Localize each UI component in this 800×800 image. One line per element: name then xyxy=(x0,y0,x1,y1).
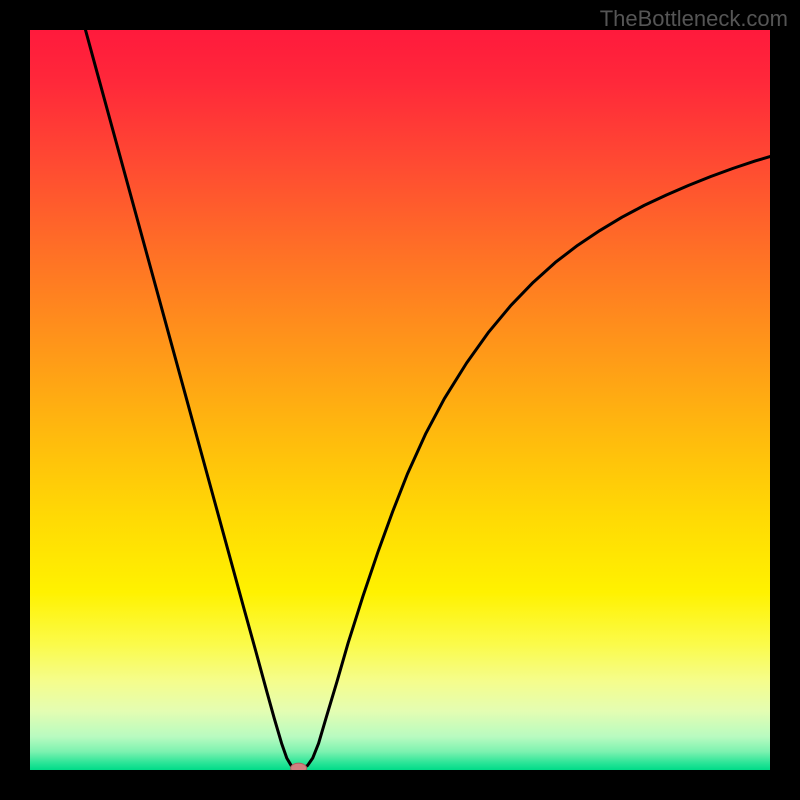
chart-container: TheBottleneck.com xyxy=(0,0,800,800)
chart-svg xyxy=(30,30,770,770)
watermark-text: TheBottleneck.com xyxy=(600,6,788,32)
plot-area xyxy=(30,30,770,770)
gradient-background xyxy=(30,30,770,770)
minimum-marker xyxy=(291,763,307,770)
